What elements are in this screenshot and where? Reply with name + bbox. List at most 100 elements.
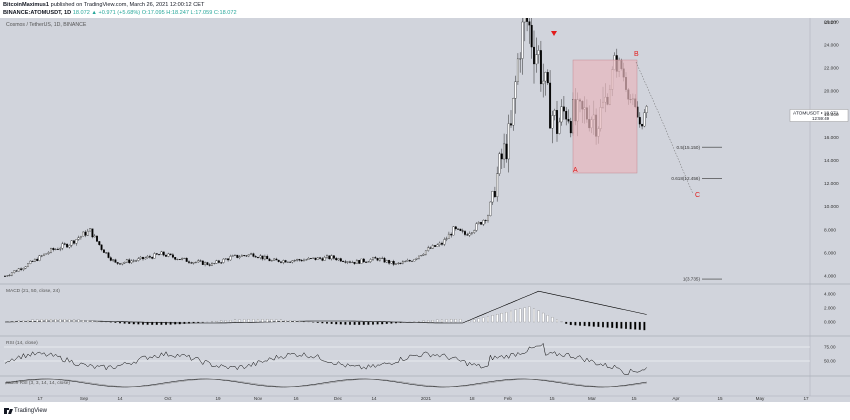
candle (505, 134, 508, 163)
macd-histogram-bar (620, 321, 623, 329)
author-name[interactable]: BitcoinMaximus1 (3, 2, 50, 8)
candle-body (319, 257, 322, 259)
candle-body (82, 231, 85, 237)
price-axis-tick: 12.000 (824, 181, 839, 187)
candle-body (169, 253, 172, 255)
time-axis-tick: Oct (164, 396, 172, 401)
macd-histogram-bar (49, 319, 52, 323)
candle-body (13, 270, 16, 273)
time-axis-tick: 18 (469, 396, 475, 401)
candle-body (487, 215, 489, 221)
candle (50, 247, 52, 254)
candle (369, 258, 372, 264)
candle-body (123, 262, 126, 264)
candle (549, 70, 552, 129)
candle-body (29, 260, 32, 264)
candle-body (208, 264, 211, 266)
candle (84, 230, 87, 238)
rsi-axis-tick: 75.00 (824, 345, 836, 350)
correction-zone-box[interactable] (572, 59, 638, 174)
macd-axis-tick: 4.000 (824, 292, 836, 297)
candle (450, 232, 453, 238)
candle (20, 267, 23, 272)
macd-histogram-bar (454, 319, 457, 323)
time-axis-tick: Dec (334, 396, 343, 401)
candle (56, 247, 59, 250)
candle-body (192, 262, 195, 264)
candle-body (542, 80, 545, 85)
candle-body (24, 266, 27, 269)
time-axis-tick: 14 (371, 396, 377, 401)
macd-histogram-bar (284, 320, 287, 323)
macd-histogram-bar (123, 321, 126, 324)
macd-histogram-bar (578, 321, 581, 326)
candle (197, 259, 200, 263)
time-axis-tick: 15 (631, 396, 637, 401)
candle (54, 248, 57, 251)
candle (24, 266, 27, 270)
macd-histogram-bar (45, 319, 48, 323)
candle-body (4, 275, 6, 277)
candle-body (188, 261, 190, 263)
candle (447, 231, 450, 239)
time-axis-tick: Apr (672, 396, 680, 401)
candle (167, 252, 170, 258)
candle (119, 263, 121, 265)
candle-body (420, 255, 423, 257)
candle (362, 257, 365, 263)
candle-body (450, 233, 453, 236)
wave-label[interactable]: C (695, 192, 700, 199)
macd-histogram-bar (118, 321, 121, 324)
footer: TradingView (0, 402, 850, 420)
candle-body (107, 252, 110, 258)
wave-label[interactable]: A (573, 167, 578, 174)
candle-body (243, 255, 246, 257)
candle (399, 262, 402, 265)
macd-histogram-bar (436, 319, 439, 323)
candle (63, 242, 66, 246)
price-chart[interactable]: Cosmos / TetherUS, 1D, BINANCE ABC0(26.5… (0, 18, 850, 402)
macd-histogram-bar (68, 319, 71, 323)
candle (392, 259, 395, 267)
candle (155, 253, 158, 255)
candle (211, 262, 213, 266)
candle (533, 30, 535, 84)
candle-body (443, 239, 446, 245)
symbol-name[interactable]: BINANCE:ATOMUSDT, 1D (3, 10, 72, 16)
tradingview-logo[interactable]: TradingView (4, 408, 47, 414)
candle (148, 254, 151, 259)
candle-body (482, 219, 485, 225)
candle-body (535, 54, 538, 65)
candle (275, 257, 278, 261)
candle (512, 97, 515, 131)
candle-body (8, 274, 11, 276)
chart-title: Cosmos / TetherUS, 1D, BINANCE (6, 22, 87, 28)
candle (59, 246, 62, 252)
candle (516, 53, 519, 85)
ohlc-values: 18.072 ▲ +0.971 (+5.68%) O:17.095 H:18.2… (72, 10, 237, 16)
price-axis-tick: 4.000 (824, 274, 836, 280)
macd-histogram-bar (344, 321, 347, 325)
candle (493, 186, 496, 199)
candle-body (59, 248, 62, 250)
rsi-title: RSI (14, close) (6, 340, 38, 346)
candle (263, 254, 266, 261)
candle-body (174, 257, 177, 260)
candle-body (201, 260, 204, 265)
tradingview-icon (4, 408, 13, 414)
price-axis-tick: 24.000 (824, 43, 839, 49)
candle-body (491, 191, 494, 203)
peak-arrow-marker[interactable] (551, 31, 557, 36)
candle-body (569, 121, 572, 134)
candle-body (401, 261, 404, 264)
candle (82, 231, 85, 237)
candle (360, 258, 363, 264)
candle-body (516, 58, 519, 82)
candle-body (434, 245, 437, 247)
macd-histogram-bar (229, 320, 232, 323)
macd-histogram-bar (174, 321, 177, 325)
candle (52, 247, 55, 252)
candle-body (165, 255, 167, 257)
wave-label[interactable]: B (634, 51, 639, 58)
